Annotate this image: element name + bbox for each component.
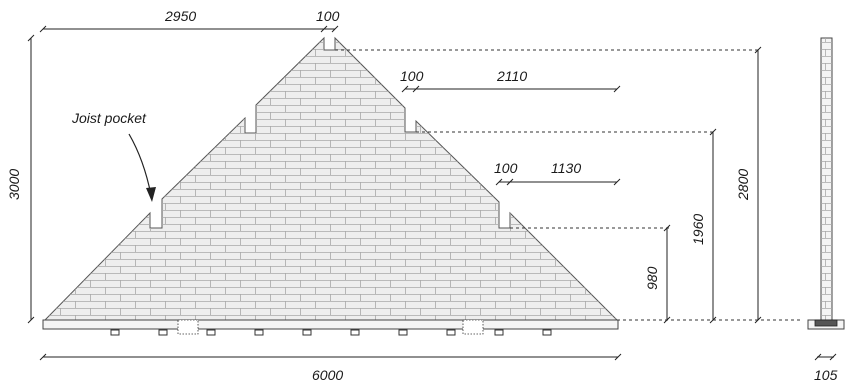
wall-ties-row xyxy=(110,329,552,336)
dim-label-3000: 3000 xyxy=(6,169,22,200)
dimension-section-width: 105 xyxy=(814,353,838,383)
dim-label-1960: 1960 xyxy=(690,214,706,245)
dimension-height-2800: 2800 xyxy=(735,46,762,324)
pad-block-left xyxy=(177,319,199,335)
dimension-height-980: 980 xyxy=(644,224,671,324)
pad-block-right xyxy=(462,319,484,335)
tie-block xyxy=(542,329,552,336)
dim-label-100-top: 100 xyxy=(316,8,340,24)
tie-block xyxy=(446,329,456,336)
dimension-height-1960: 1960 xyxy=(690,128,717,324)
dimension-height-total: 3000 xyxy=(6,34,35,324)
tie-block xyxy=(254,329,264,336)
dim-label-105: 105 xyxy=(814,367,838,383)
joist-pocket-label: Joist pocket xyxy=(71,110,147,126)
dim-label-2110: 2110 xyxy=(496,68,527,84)
gable-wall xyxy=(43,36,619,321)
extension-lines xyxy=(335,49,800,321)
dimension-top: 2950 100 xyxy=(39,8,340,33)
tie-block xyxy=(350,329,360,336)
tie-block xyxy=(110,329,120,336)
tie-block xyxy=(158,329,168,336)
dim-label-100-mid: 100 xyxy=(400,68,424,84)
dimension-middle: 100 2110 xyxy=(400,68,621,93)
dimension-lower: 100 1130 xyxy=(494,160,621,186)
foundation-slab xyxy=(42,319,619,330)
dimension-base: 6000 xyxy=(39,353,622,383)
dim-label-2800: 2800 xyxy=(735,169,751,201)
dim-label-1130: 1130 xyxy=(551,160,581,176)
dim-label-6000: 6000 xyxy=(312,367,343,383)
tie-block xyxy=(206,329,216,336)
tie-block xyxy=(398,329,408,336)
tie-block xyxy=(302,329,312,336)
dim-label-980: 980 xyxy=(644,266,660,290)
joist-pocket-callout: Joist pocket xyxy=(71,110,156,202)
dim-label-100-low: 100 xyxy=(494,160,518,176)
dim-label-2950: 2950 xyxy=(164,8,196,24)
tie-block xyxy=(494,329,504,336)
wall-section-view xyxy=(807,37,845,330)
